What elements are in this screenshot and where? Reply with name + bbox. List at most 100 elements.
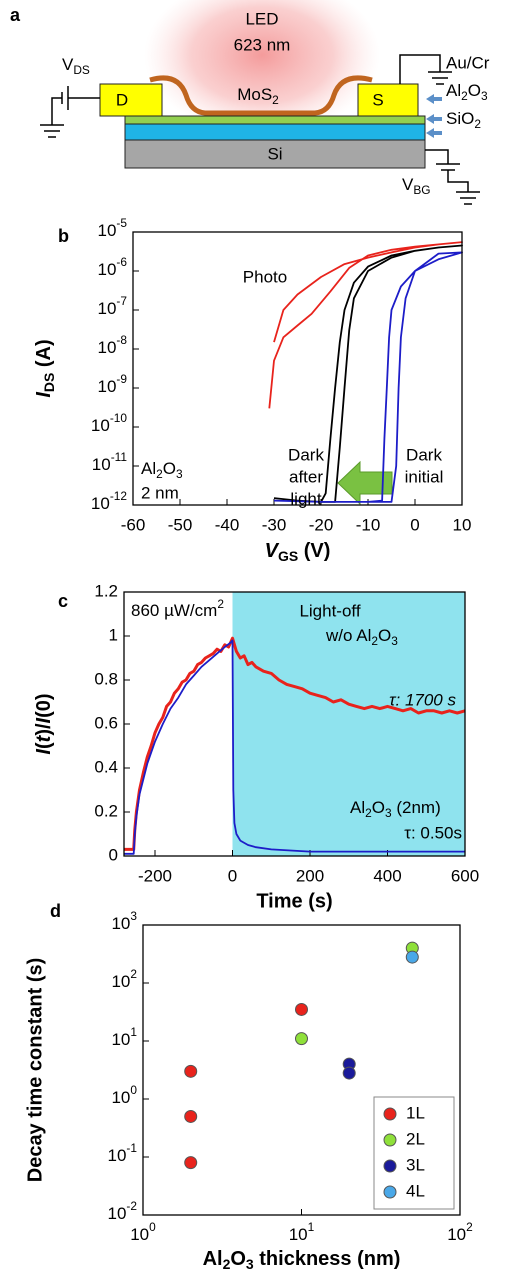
tick-label: 400: [373, 866, 401, 885]
tick-exponent: -7: [116, 294, 127, 308]
tick-label: 0: [228, 866, 237, 885]
text-part: 2: [217, 597, 224, 611]
vds-label: VDS: [62, 55, 90, 77]
drain-contact: [99, 83, 163, 117]
drain-label: D: [116, 90, 128, 109]
tick-label: 102: [447, 1220, 473, 1244]
tick-exponent: 0: [130, 1083, 137, 1097]
tick-label: 101: [289, 1220, 315, 1244]
text-part: GS: [278, 548, 298, 564]
annotation: w/o Al2O3: [325, 626, 398, 648]
source-contact: [357, 83, 419, 117]
text-part: w/o Al: [325, 626, 371, 645]
tick-exponent: -9: [116, 372, 127, 386]
data-point: [184, 1109, 198, 1123]
tick-label: 10-11: [92, 450, 128, 474]
tick-label: 101: [111, 1025, 137, 1049]
plot-frame: [132, 231, 463, 506]
text-part: I: [33, 749, 55, 755]
annotation: 2 nm: [141, 483, 179, 502]
tick-base: 10: [98, 377, 117, 396]
x-axis-label: VGS (V): [265, 540, 331, 563]
tick-exponent: 2: [130, 967, 137, 981]
tick-exponent: -1: [126, 1141, 137, 1155]
tick-exponent: 1: [308, 1220, 315, 1234]
y-axis-label: IDS (A): [33, 339, 56, 397]
y-axis-label: Decay time constant (s): [24, 958, 46, 1183]
circuit: [40, 54, 480, 205]
text-part: (: [33, 742, 55, 749]
text-part: 2: [371, 634, 378, 648]
tick-base: 10: [91, 494, 110, 513]
sio2-label: SiO2: [446, 109, 481, 131]
text-part: (A): [33, 339, 55, 372]
tick-label: 0: [410, 515, 419, 534]
text-part: 2: [156, 467, 163, 481]
tick-label: 600: [451, 866, 479, 885]
data-line: [273, 244, 463, 503]
text-part: 3: [391, 634, 398, 648]
tick-label: 0.4: [94, 757, 118, 776]
tick-label: 0.6: [94, 713, 118, 732]
tick-label: 102: [111, 967, 137, 991]
si-layer: [124, 139, 426, 169]
x-axis-label: Al2O3 thickness (nm): [203, 1248, 401, 1271]
tick-base: 10: [289, 1225, 308, 1244]
tick-exponent: 0: [149, 1220, 156, 1234]
text-part: Al: [141, 459, 156, 478]
tick-label: -50: [168, 515, 193, 534]
tick-exponent: -2: [126, 1199, 137, 1213]
arrow: [426, 114, 442, 124]
source-label: S: [372, 90, 383, 109]
tick-exponent: -6: [116, 255, 127, 269]
tick-label: -20: [309, 515, 334, 534]
annotation: Light-off: [299, 601, 360, 620]
tick-label: -10: [356, 515, 381, 534]
x-axis-label: Time (s): [256, 890, 332, 912]
legend-label: 2L: [406, 1129, 425, 1148]
text-part: )/: [33, 723, 55, 736]
legend-swatch: [383, 1107, 397, 1121]
tick-base: 10: [111, 1030, 130, 1049]
text-part: 2: [272, 93, 279, 107]
text-part: V: [402, 175, 414, 194]
annotation: after: [289, 467, 323, 486]
text-part: 3: [176, 467, 183, 481]
tick-label: 10-10: [91, 411, 127, 435]
text-part: (2nm): [392, 798, 441, 817]
text-part: thickness (nm): [254, 1248, 401, 1270]
panel-label: b: [58, 226, 69, 246]
data-point: [295, 1032, 308, 1046]
led-label: LED: [245, 9, 278, 28]
text-part: 860 µW/cm: [131, 601, 217, 620]
tick-label: 100: [111, 1083, 137, 1107]
tick-exponent: 3: [130, 909, 137, 923]
text-part: 2: [474, 117, 481, 131]
tick-label: 0.2: [94, 801, 118, 820]
tick-label: 0.8: [94, 669, 118, 688]
tick-label: -30: [262, 515, 287, 534]
annotation: τ: 1700 s: [389, 690, 456, 709]
tick-label: 10-12: [91, 489, 127, 513]
text-part: Al: [350, 798, 365, 817]
aucr-label: Au/Cr: [446, 53, 490, 72]
text-part: Al: [203, 1248, 223, 1270]
data-point: [184, 1156, 198, 1170]
tick-exponent: -8: [116, 333, 127, 347]
text-part: Al: [446, 81, 461, 100]
data-line: [124, 639, 465, 855]
tick-label: 1: [109, 625, 118, 644]
text-part: SiO: [446, 109, 474, 128]
text-part: 2: [223, 1256, 231, 1272]
text-part: V: [62, 55, 74, 74]
tick-base: 10: [108, 1146, 127, 1165]
annotation: light: [290, 489, 321, 508]
y-axis-label: I(t)/I(0): [33, 693, 55, 754]
text-part: V: [265, 540, 280, 562]
tick-exponent: -5: [116, 216, 127, 230]
legend-swatch: [383, 1159, 397, 1173]
tick-label: 10-9: [98, 372, 128, 396]
data-line: [124, 636, 466, 851]
text-part: I: [33, 717, 55, 723]
data-point: [184, 1064, 198, 1078]
